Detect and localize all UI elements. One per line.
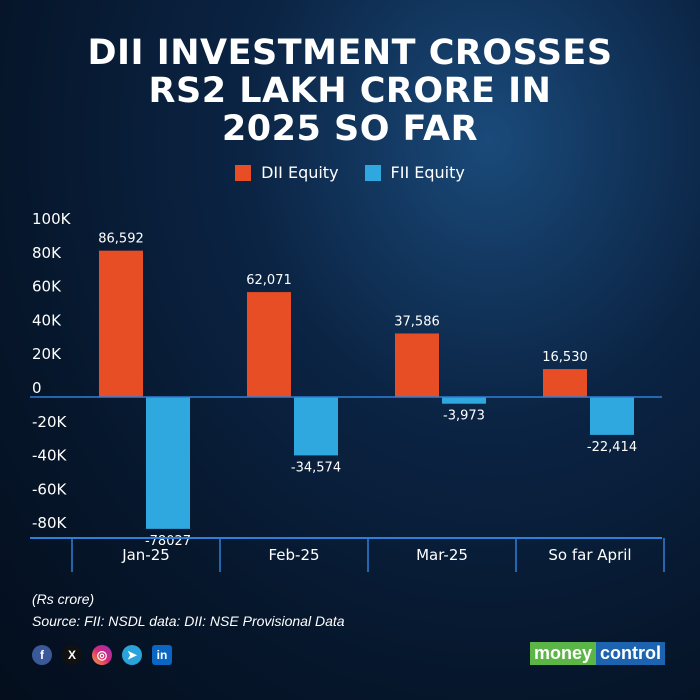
linkedin-icon[interactable]: in bbox=[152, 645, 172, 665]
x-icon[interactable]: X bbox=[62, 645, 82, 665]
legend-item-fii: FII Equity bbox=[364, 163, 465, 182]
data-label: 37,586 bbox=[394, 314, 440, 329]
bar-dii bbox=[99, 250, 143, 397]
legend-item-dii: DII Equity bbox=[235, 163, 339, 182]
source-note: Source: FII: NSDL data: DII: NSE Provisi… bbox=[32, 613, 345, 629]
y-tick-label: 60K bbox=[32, 278, 62, 296]
instagram-icon[interactable]: ◎ bbox=[92, 645, 112, 665]
x-tick-label: Mar-25 bbox=[416, 546, 468, 564]
y-tick-label: 20K bbox=[32, 345, 62, 363]
y-tick-label: 0 bbox=[32, 379, 42, 397]
legend-swatch bbox=[364, 164, 381, 181]
y-tick-label: -80K bbox=[32, 514, 67, 532]
x-tick-label: Feb-25 bbox=[268, 546, 319, 564]
bar-fii bbox=[442, 397, 486, 404]
legend-label: DII Equity bbox=[261, 163, 339, 182]
y-tick-label: -20K bbox=[32, 413, 67, 431]
y-tick-label: -40K bbox=[32, 447, 67, 465]
bar-dii bbox=[395, 333, 439, 397]
y-tick-label: 80K bbox=[32, 244, 62, 262]
logo-part: control bbox=[596, 642, 666, 665]
unit-note: (Rs crore) bbox=[32, 591, 95, 607]
bar-fii bbox=[590, 397, 634, 435]
data-label: -34,574 bbox=[291, 460, 341, 475]
data-label: -3,973 bbox=[443, 409, 485, 424]
data-label: 86,592 bbox=[98, 232, 144, 247]
x-tick-label: So far April bbox=[548, 546, 631, 564]
y-tick-label: -60K bbox=[32, 480, 67, 498]
title-line: 2025 SO FAR bbox=[221, 109, 479, 149]
bar-dii bbox=[247, 292, 291, 397]
bar-fii bbox=[146, 397, 190, 529]
logo-part: money bbox=[530, 642, 597, 665]
data-label: 16,530 bbox=[542, 350, 588, 365]
telegram-icon[interactable]: ➤ bbox=[122, 645, 142, 665]
bar-fii bbox=[294, 397, 338, 456]
title-line: DII INVESTMENT CROSSES bbox=[87, 33, 613, 73]
legend-label: FII Equity bbox=[390, 163, 465, 182]
y-tick-label: 100K bbox=[32, 210, 72, 228]
facebook-icon[interactable]: f bbox=[32, 645, 52, 665]
data-label: 62,071 bbox=[246, 273, 292, 288]
bar-dii bbox=[543, 369, 587, 397]
title-line: RS2 LAKH CRORE IN bbox=[148, 71, 552, 111]
x-tick-label: Jan-25 bbox=[121, 546, 170, 564]
data-label: -22,414 bbox=[587, 440, 637, 455]
chart-title: DII INVESTMENT CROSSES RS2 LAKH CRORE IN… bbox=[0, 34, 700, 148]
social-links: f X ◎ ➤ in bbox=[32, 645, 172, 665]
legend: DII Equity FII Equity bbox=[0, 163, 700, 182]
notes: (Rs crore) Source: FII: NSDL data: DII: … bbox=[32, 588, 345, 632]
y-tick-label: 40K bbox=[32, 311, 62, 329]
moneycontrol-logo: money control bbox=[530, 642, 666, 665]
legend-swatch bbox=[235, 164, 252, 181]
